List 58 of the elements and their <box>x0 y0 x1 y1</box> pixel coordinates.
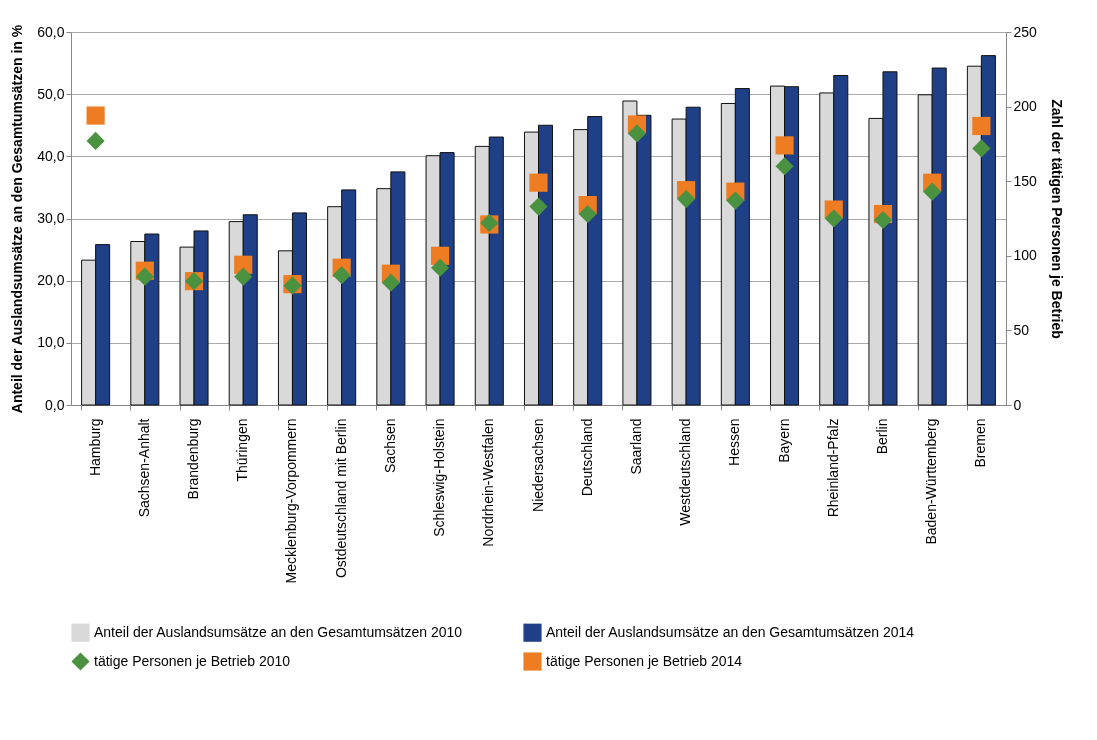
y-tick-label: 30,0 <box>37 210 65 226</box>
legend-label: Anteil der Auslandsumsätze an den Gesamtumsätzen 2010 <box>94 623 463 640</box>
point <box>578 204 597 224</box>
y-tick-label: 10,0 <box>37 334 65 351</box>
x-tick-label: Nordrhein-Westfalen <box>480 418 497 547</box>
y2-tick-label: 250 <box>1013 23 1038 40</box>
point <box>381 273 400 292</box>
legend-label: Anteil der Auslandsumsätze an den Gesamtumsätzen 2014 <box>546 623 915 640</box>
point <box>431 258 450 277</box>
y2-axis-title: Zahl der tätigen Personen je Betrieb <box>1048 99 1065 339</box>
point <box>824 209 843 228</box>
y-axis-title: Anteil der Auslandsumsätze an den Gesamtumsätzen in % <box>9 24 26 414</box>
y2-tick-label: 100 <box>1013 247 1038 264</box>
y2-tick-label: 50 <box>1013 321 1030 338</box>
point <box>726 191 745 210</box>
point <box>529 173 548 192</box>
x-tick-label: Rheinland-Pfalz <box>824 418 841 518</box>
x-tick-label: Westdeutschland <box>677 418 694 526</box>
x-tick-label: Sachsen-Anhalt <box>135 418 152 518</box>
x-tick-label: Schleswig-Holstein <box>431 418 448 537</box>
x-tick-label: Ostdeutschland mit Berlin <box>332 418 349 579</box>
x-tick-label: Bremen <box>972 418 989 468</box>
point <box>86 131 105 150</box>
y-tick-label: 20,0 <box>37 272 65 289</box>
x-tick-label: Mecklenburg-Vorpommern <box>283 418 300 584</box>
x-tick-label: Hessen <box>726 418 743 466</box>
x-tick-label: Brandenburg <box>185 418 202 500</box>
y2-tick-label: 200 <box>1013 98 1038 115</box>
point <box>923 182 942 201</box>
y2-tick-label: 150 <box>1013 172 1038 189</box>
legend-label: tätige Personen je Betrieb 2010 <box>94 652 291 669</box>
point <box>234 267 253 286</box>
point <box>529 197 548 216</box>
x-tick-label: Berlin <box>873 418 890 455</box>
y-tick-label: 0,0 <box>45 396 65 413</box>
legend-label: tätige Personen je Betrieb 2014 <box>546 652 743 669</box>
point <box>972 139 991 158</box>
x-tick-label: Baden-Württemberg <box>923 418 940 545</box>
x-tick-label: Niedersachsen <box>529 418 546 512</box>
point <box>86 106 105 125</box>
x-tick-label: Saarland <box>627 418 644 475</box>
point <box>332 266 351 285</box>
y2-tick-label: 0 <box>1013 396 1022 413</box>
x-tick-label: Sachsen <box>381 418 398 473</box>
x-tick-label: Hamburg <box>86 418 103 477</box>
y-tick-label: 40,0 <box>37 147 65 164</box>
point <box>135 267 154 286</box>
point <box>775 157 794 176</box>
x-tick-label: Deutschland <box>578 418 595 497</box>
y-tick-label: 60,0 <box>37 23 65 40</box>
x-tick-label: Bayern <box>775 418 792 463</box>
x-tick-label: Thüringen <box>234 418 251 482</box>
point <box>972 116 991 136</box>
point <box>677 190 696 209</box>
point <box>775 136 794 155</box>
point <box>873 210 893 230</box>
y-tick-label: 50,0 <box>37 85 65 102</box>
point <box>627 124 646 143</box>
